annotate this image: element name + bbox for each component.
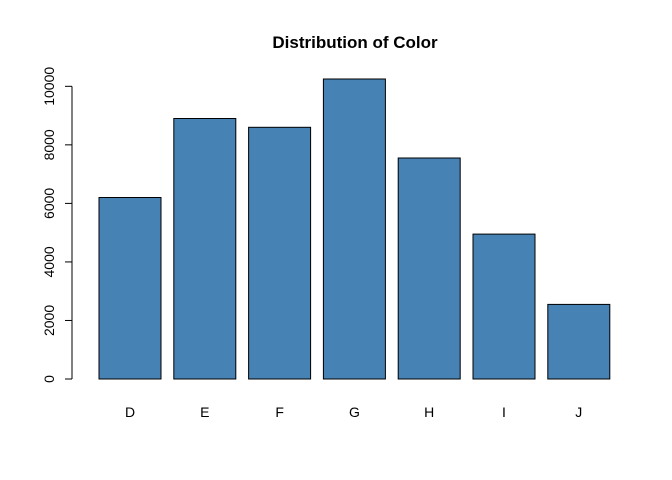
y-tick-label: 2000 [41,305,57,336]
chart-title: Distribution of Color [272,33,438,52]
y-tick-label: 0 [41,375,57,383]
x-axis-labels: D E F G H I J [125,404,582,420]
bar-E [173,118,237,380]
x-tick-label-G: G [349,404,360,420]
bar-J [547,303,611,380]
bar-F [248,126,312,380]
x-tick-label-E: E [200,404,209,420]
bar-D [98,197,162,380]
x-tick-label-H: H [424,404,434,420]
x-tick-label-J: J [575,404,582,420]
bar-I [472,233,536,380]
x-tick-label-F: F [275,404,284,420]
bar-G [322,78,386,380]
y-tick-label: 6000 [41,188,57,219]
y-axis: 0 2000 4000 6000 8000 10000 [41,67,73,383]
bars [98,78,611,380]
y-tick-label: 4000 [41,246,57,277]
x-tick-label-I: I [502,404,506,420]
bar-H [397,157,461,380]
y-tick-label: 10000 [41,67,57,106]
y-tick-label: 8000 [41,129,57,160]
x-tick-label-D: D [125,404,135,420]
